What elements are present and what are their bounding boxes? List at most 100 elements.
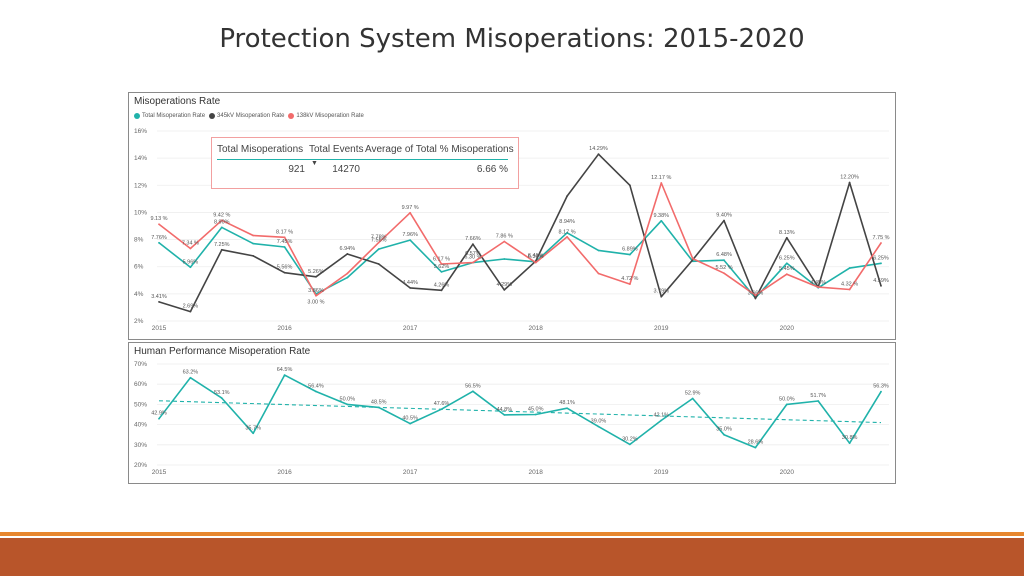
kpi-table[interactable]: Total Misoperations Total Events Average… [211, 137, 519, 189]
data-point [377, 263, 380, 265]
data-label: 9.13 % [150, 216, 167, 222]
kpi-header-average-total[interactable]: Average of Total % Misoperations [365, 144, 514, 155]
y-tick-label: 30% [134, 442, 147, 449]
data-label: 4.72 % [621, 276, 638, 282]
legend-label: 138kV Misoperation Rate [296, 113, 364, 119]
kpi-value-total-events: 14270 [332, 164, 360, 175]
chart-legend: Total Misoperation Rate 345kV Misoperati… [134, 113, 364, 119]
data-point [566, 195, 568, 198]
data-point [503, 289, 506, 291]
data-label: 6.48% [716, 252, 732, 258]
data-label: 5.26% [308, 269, 324, 275]
data-point [346, 276, 349, 279]
kpi-header-total-misoperations[interactable]: Total Misoperations [217, 144, 304, 155]
data-point [754, 297, 757, 300]
data-point [252, 242, 255, 245]
data-point [158, 223, 160, 226]
data-label: 5.45% [779, 266, 795, 272]
legend-item-345kv[interactable]: 345kV Misoperation Rate [209, 113, 284, 119]
data-point [817, 400, 820, 402]
data-point [440, 263, 443, 265]
footer-bar [0, 538, 1024, 576]
data-label: 5.62% [434, 264, 450, 270]
data-label: 35.0% [716, 427, 732, 433]
kpi-header-total-events[interactable]: Total Events [309, 144, 364, 155]
data-point [440, 289, 443, 292]
data-label: 5.96% [183, 259, 199, 265]
data-label: 6.57% [465, 251, 481, 257]
data-label: 7.78% [371, 235, 387, 241]
data-point [566, 407, 568, 410]
data-point [220, 397, 223, 400]
data-label: 63.2% [183, 370, 199, 376]
data-label: 42.9% [151, 411, 167, 417]
x-tick-label: 2018 [528, 325, 543, 332]
data-point [848, 267, 851, 269]
sort-down-icon[interactable]: ▼ [311, 160, 318, 167]
data-point [880, 262, 882, 265]
data-label: 3.86% [308, 288, 324, 294]
x-tick-label: 2016 [277, 469, 292, 476]
data-label: 7.25% [214, 242, 230, 248]
data-point [409, 239, 412, 242]
x-tick-label: 2017 [403, 325, 418, 332]
data-label: 12.20% [840, 175, 859, 181]
data-point [220, 219, 223, 222]
data-label: 4.44% [402, 280, 418, 286]
data-label: 9.38% [653, 213, 669, 219]
legend-dot-icon [288, 113, 295, 119]
data-point [628, 283, 631, 285]
data-label: 48.1% [559, 400, 575, 406]
data-point [283, 271, 286, 274]
data-point [346, 272, 349, 275]
data-point [346, 403, 349, 406]
data-label: 7.34 % [182, 241, 199, 247]
data-point [220, 248, 223, 251]
x-tick-label: 2019 [654, 325, 669, 332]
footer-accent-line [0, 532, 1024, 536]
data-label: 50.0% [340, 396, 356, 402]
data-point [440, 270, 443, 273]
data-label: 42.1% [653, 412, 669, 418]
data-point [158, 417, 160, 420]
data-point [315, 390, 317, 393]
legend-item-total[interactable]: Total Misoperation Rate [134, 113, 205, 119]
data-label: 30.2% [622, 436, 638, 442]
data-point [566, 235, 568, 238]
data-point [660, 295, 663, 298]
data-label: 6.36% [528, 254, 544, 260]
data-label: 8.13% [779, 230, 795, 236]
misoperations-rate-panel[interactable]: Misoperations Rate Total Misoperation Ra… [128, 92, 896, 340]
data-label: 4.59% [873, 278, 889, 284]
data-label: 8.94% [559, 219, 575, 225]
human-performance-panel[interactable]: Human Performance Misoperation Rate 20% 3… [128, 342, 896, 484]
data-point [628, 253, 631, 256]
data-point [283, 246, 286, 248]
data-label: 7.45% [277, 239, 293, 245]
data-point [189, 310, 192, 313]
data-label: 56.3% [873, 384, 889, 390]
human-performance-chart: 20% 30% 40% 50% 60% 70% 2015 2016 2017 2018 2019 20… [134, 361, 889, 476]
data-point [189, 266, 192, 269]
data-point [189, 376, 192, 379]
data-label: 5.52 % [715, 265, 732, 271]
y-tick-label: 2% [134, 318, 144, 325]
legend-item-138kv[interactable]: 138kV Misoperation Rate [288, 113, 364, 119]
data-point [848, 181, 851, 184]
data-point [785, 273, 788, 276]
data-point [315, 275, 317, 278]
legend-label: 345kV Misoperation Rate [217, 113, 285, 119]
data-point [785, 236, 788, 239]
data-label: 3.41% [151, 294, 167, 300]
y-tick-label: 4% [134, 291, 144, 298]
y-tick-label: 16% [134, 128, 147, 135]
x-tick-label: 2019 [654, 469, 669, 476]
data-label: 35.7% [245, 425, 261, 431]
data-label: 53.1% [214, 390, 230, 396]
y-tick-label: 8% [134, 237, 144, 244]
data-point [754, 294, 757, 297]
data-label: 7.75 % [872, 235, 889, 241]
data-label: 7.96% [402, 232, 418, 238]
data-label: 6.41% [528, 253, 544, 259]
data-point [377, 241, 380, 244]
